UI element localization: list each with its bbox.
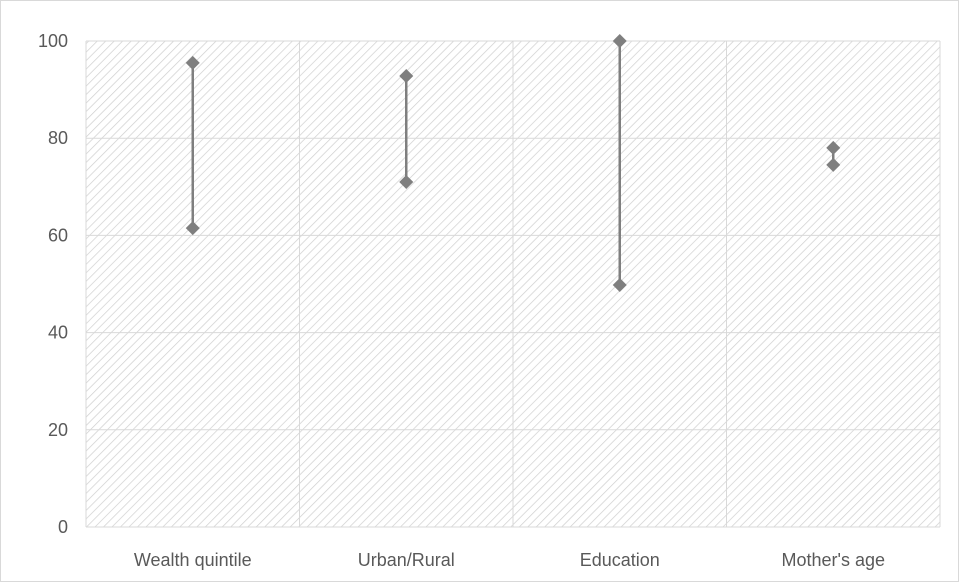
y-tick-label: 40 [48,323,68,343]
range-lines [191,41,835,285]
y-tick-label: 20 [48,420,68,440]
x-tick-label: Urban/Rural [358,550,455,570]
low-point-marker [185,221,200,236]
y-tick-label: 80 [48,128,68,148]
high-point-marker [185,55,200,70]
low-point-marker [399,174,414,189]
x-axis-tick-labels: Wealth quintile Urban/Rural Education Mothe… [134,550,885,570]
y-tick-label: 100 [38,31,68,51]
y-tick-label: 60 [48,225,68,245]
gridlines [85,40,941,528]
high-point-marker [399,68,414,83]
data-markers [185,34,841,292]
x-tick-label: Mother's age [782,550,886,570]
y-tick-label: 0 [58,517,68,537]
x-tick-label: Wealth quintile [134,550,252,570]
high-point-marker [612,34,627,48]
low-point-marker [612,277,627,292]
high-point-marker [826,140,841,155]
low-point-marker [826,157,841,172]
x-tick-label: Education [580,550,660,570]
y-axis-tick-labels: 0 20 40 60 80 100 [38,31,68,537]
